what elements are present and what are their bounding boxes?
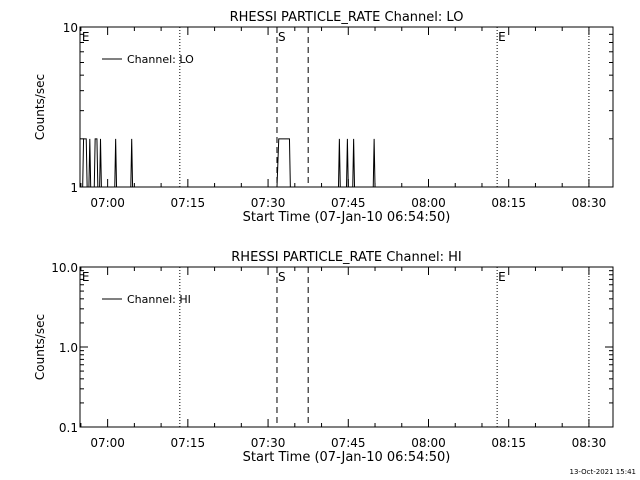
y-axis-label: Counts/sec: [33, 314, 47, 380]
x-tick-label: 08:00: [411, 196, 446, 210]
event-marker-label: E: [498, 270, 506, 284]
footer-timestamp: 13-Oct-2021 15:41: [570, 468, 636, 476]
y-tick-label: 10.0: [51, 261, 78, 275]
x-tick-label: 07:30: [251, 436, 286, 450]
x-tick-label: 07:15: [171, 436, 206, 450]
y-tick-label: 1.0: [59, 341, 78, 355]
x-tick-label: 07:00: [90, 436, 125, 450]
series-line-0: [80, 138, 376, 188]
x-tick-label: 07:30: [251, 196, 286, 210]
legend-entry: Channel: LO: [127, 53, 194, 66]
legend-entry: Channel: HI: [127, 293, 191, 306]
x-tick-label: 07:45: [331, 436, 366, 450]
x-tick-label: 07:15: [171, 196, 206, 210]
x-tick-label: 07:00: [90, 196, 125, 210]
x-tick-label: 07:45: [331, 196, 366, 210]
event-marker-label: S: [278, 270, 286, 284]
x-tick-label: 08:15: [491, 196, 526, 210]
x-axis-label: Start Time (07-Jan-10 06:54:50): [243, 210, 451, 225]
y-tick-label: 0.1: [59, 421, 78, 435]
event-marker-label: S: [278, 30, 286, 44]
panel-0: RHESSI PARTICLE_RATE Channel: LO 1 10 Count…: [33, 10, 614, 225]
panel-1: RHESSI PARTICLE_RATE Channel: HI 0.1 1.0 10…: [33, 250, 614, 465]
chart-title: RHESSI PARTICLE_RATE Channel: LO: [230, 10, 464, 25]
x-tick-label: 08:30: [572, 436, 607, 450]
y-axis-label: Counts/sec: [33, 74, 47, 140]
chart-title: RHESSI PARTICLE_RATE Channel: HI: [231, 250, 461, 265]
event-marker-label: E: [82, 30, 90, 44]
y-tick-label: 1: [70, 181, 78, 195]
event-marker-label: E: [498, 30, 506, 44]
x-tick-label: 08:30: [572, 196, 607, 210]
event-marker-label: E: [82, 270, 90, 284]
x-tick-label: 08:15: [491, 436, 526, 450]
plot-frame: [79, 266, 614, 428]
x-axis-label: Start Time (07-Jan-10 06:54:50): [243, 450, 451, 465]
x-tick-label: 08:00: [411, 436, 446, 450]
y-tick-label: 10: [63, 21, 78, 35]
